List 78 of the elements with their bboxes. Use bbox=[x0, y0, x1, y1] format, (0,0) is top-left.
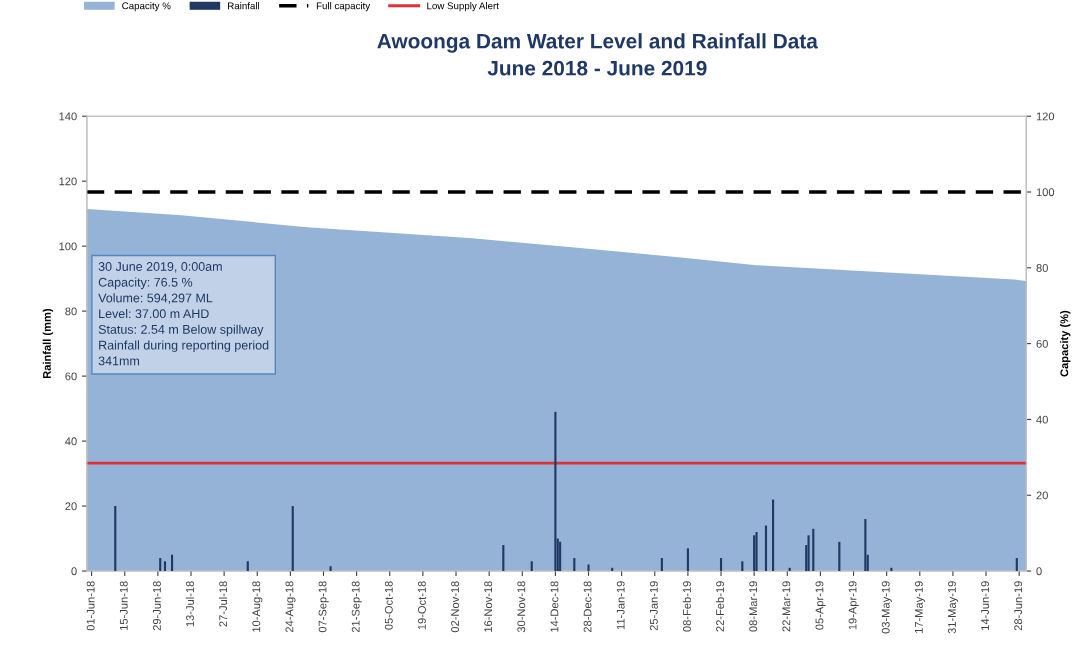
y2-tick-label: 80 bbox=[1036, 264, 1048, 272]
y-tick-label: 140 bbox=[59, 112, 77, 121]
bar bbox=[554, 411, 557, 572]
bar bbox=[246, 561, 249, 572]
bar bbox=[741, 561, 744, 572]
bar bbox=[812, 528, 815, 572]
y2-tick-label: 20 bbox=[1036, 491, 1048, 500]
bar bbox=[807, 535, 810, 572]
x-tick-label: 27-Jul-18 bbox=[218, 581, 228, 627]
bar bbox=[171, 554, 174, 572]
bar bbox=[502, 545, 505, 572]
y-tick-label: 120 bbox=[59, 177, 77, 186]
bar bbox=[1015, 558, 1018, 572]
x-tick-label: 22-Feb-19 bbox=[715, 581, 725, 632]
y-tick-label: 40 bbox=[65, 437, 77, 446]
x-tick-label: 30-Nov-18 bbox=[517, 581, 526, 633]
y-axis-title: Rainfall (mm) bbox=[42, 308, 54, 379]
bar bbox=[163, 561, 167, 572]
x-tick-label: 21-Sep-18 bbox=[351, 581, 362, 633]
x-tick-label: 29-Jun-18 bbox=[152, 581, 161, 631]
chart-title: Awoonga Dam Water Level and Rainfall Data June 2018 - June 2019 bbox=[377, 33, 818, 76]
bar bbox=[764, 525, 768, 572]
y2-tick-label: 100 bbox=[1036, 188, 1055, 197]
x-tick-label: 13-Jul-18 bbox=[185, 581, 194, 627]
y2-tick-label: 60 bbox=[1036, 339, 1048, 348]
x-tick-label: 08-Feb-19 bbox=[682, 581, 691, 632]
bar bbox=[559, 541, 562, 572]
x-tick-label: 05-Oct-18 bbox=[384, 581, 393, 630]
bar bbox=[753, 535, 756, 572]
x-tick-label: 17-May-19 bbox=[914, 581, 925, 634]
y-tick-label: 0 bbox=[71, 567, 77, 576]
x-tick-label: 16-Nov-18 bbox=[484, 581, 493, 632]
bar bbox=[587, 564, 590, 572]
bar bbox=[114, 506, 117, 572]
x-tick-label: 02-Nov-18 bbox=[451, 581, 459, 633]
y-tick-label: 100 bbox=[59, 242, 77, 251]
y-tick-label: 60 bbox=[65, 372, 77, 381]
x-tick-label: 15-Jun-18 bbox=[119, 581, 128, 630]
bar bbox=[864, 519, 867, 572]
x-tick-label: 14-Jun-19 bbox=[981, 581, 990, 630]
x-tick-label: 08-Mar-19 bbox=[749, 581, 758, 632]
bar bbox=[755, 532, 758, 572]
x-tick-label: 01-Jun-18 bbox=[86, 581, 95, 631]
legend-label: Low Supply Alert bbox=[427, 2, 499, 12]
y-tick-label: 20 bbox=[65, 502, 77, 511]
x-tick-label: 25-Jan-19 bbox=[649, 581, 658, 631]
y2-axis-title: Capacity (%) bbox=[1060, 310, 1071, 377]
bar bbox=[719, 558, 723, 572]
bar bbox=[329, 566, 332, 572]
annotation: 30 June 2019, 0:00am Capacity: 76.5 % Volume: 594,297 ML Level: 37.00 m AHD Status: 2.54 m Below spillway Rainfall during reporting period 341mm bbox=[98, 262, 269, 366]
x-tick-label: 19-Apr-19 bbox=[848, 581, 859, 630]
x-tick-label: 07-Sep-18 bbox=[318, 581, 329, 633]
y2-tick-label: 0 bbox=[1036, 567, 1042, 576]
bar bbox=[291, 506, 294, 572]
x-tick-label: 05-Apr-19 bbox=[815, 581, 826, 630]
bar bbox=[686, 548, 689, 572]
x-tick-label: 28-Jun-19 bbox=[1014, 581, 1023, 631]
bar bbox=[772, 499, 775, 572]
x-tick-label: 14-Dec-18 bbox=[550, 581, 559, 632]
legend-label: Capacity % bbox=[122, 2, 171, 12]
bar bbox=[159, 558, 162, 572]
bar bbox=[660, 558, 663, 572]
y-tick-label: 80 bbox=[65, 307, 77, 316]
bar bbox=[838, 541, 841, 572]
y2-tick-label: 120 bbox=[1036, 112, 1055, 121]
x-tick-label: 11-Jan-19 bbox=[616, 581, 625, 630]
bar bbox=[530, 561, 533, 572]
x-tick-label: 19-Oct-18 bbox=[418, 581, 426, 630]
bar bbox=[573, 558, 576, 572]
y2-tick-label: 40 bbox=[1036, 415, 1048, 424]
x-tick-label: 24-Aug-18 bbox=[285, 581, 296, 633]
x-tick-label: 31-May-19 bbox=[948, 581, 959, 634]
legend-label: Full capacity bbox=[316, 2, 371, 12]
x-tick-label: 03-May-19 bbox=[881, 581, 892, 634]
x-tick-label: 22-Mar-19 bbox=[782, 581, 791, 632]
x-tick-label: 10-Aug-18 bbox=[252, 581, 263, 632]
legend-label: Rainfall bbox=[228, 2, 260, 10]
x-tick-label: 28-Dec-18 bbox=[583, 581, 592, 633]
